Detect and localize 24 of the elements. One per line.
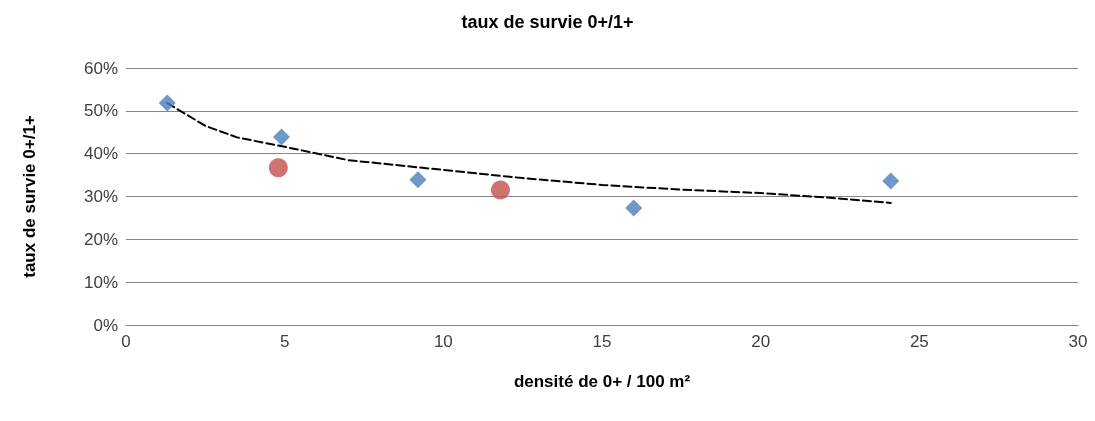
x-tick-label: 5 [279,332,290,351]
point [272,128,290,146]
point [625,199,643,217]
y-tick-label: 20% [83,229,118,249]
y-axis-title: taux de survie 0+/1+ [20,115,39,278]
point [268,158,288,178]
point [409,171,427,189]
y-tick-label: 60% [83,58,118,78]
chart-title: taux de survie 0+/1+ [461,12,634,32]
x-tick-label: 15 [592,332,612,351]
point [158,94,176,112]
y-tick-label: 0% [93,315,118,335]
y-tick-label: 30% [83,187,118,206]
x-tick-label: 30 [1068,332,1088,351]
x-tick-label: 0 [121,332,131,351]
y-tick-label: 40% [83,144,118,164]
x-tick-label: 10 [433,332,453,351]
point [882,172,900,190]
y-tick-label: 10% [83,272,118,292]
point [490,180,510,200]
x-tick-label: 25 [909,332,929,351]
y-tick-label: 50% [83,101,118,121]
x-tick-label: 20 [751,332,771,351]
x-axis-title: densité de 0+ / 100 m² [513,372,691,391]
